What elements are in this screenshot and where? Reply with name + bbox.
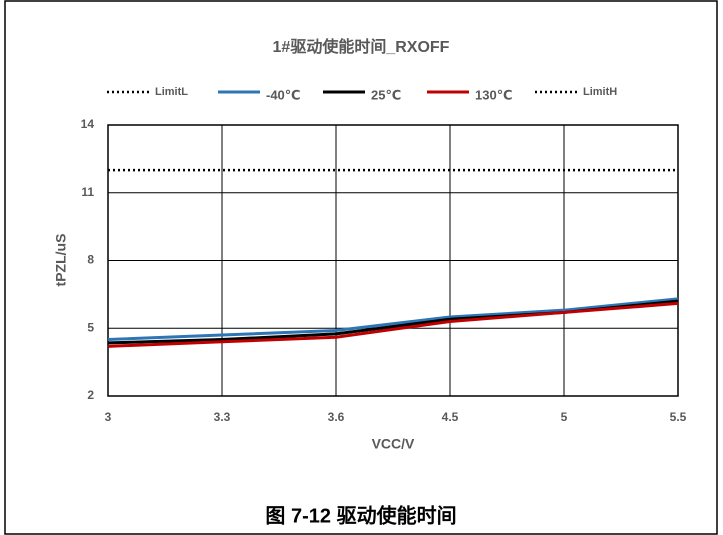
chart-title: 1#驱动使能时间_RXOFF — [273, 37, 450, 56]
legend-label: LimitH — [583, 86, 617, 98]
x-tick-label: 3.3 — [214, 410, 231, 424]
legend-label: -40℃ — [266, 87, 301, 102]
y-tick-label: 14 — [81, 117, 95, 131]
x-axis-label: VCC/V — [372, 436, 415, 452]
series-line — [107, 297, 679, 342]
legend-label: 130℃ — [475, 87, 512, 102]
series-line — [107, 301, 679, 348]
x-tick-label: 3 — [105, 410, 112, 424]
y-tick-label: 11 — [81, 185, 94, 199]
x-tick-label: 4.5 — [442, 410, 459, 424]
y-axis-label: tPZL/uS — [53, 234, 69, 287]
plot-area — [107, 124, 679, 397]
y-tick-label: 2 — [87, 388, 94, 402]
caption: 图 7-12 驱动使能时间 — [265, 503, 456, 527]
y-tick-label: 8 — [87, 253, 94, 267]
legend-label: 25℃ — [371, 87, 401, 102]
x-tick-label: 5 — [561, 410, 568, 424]
x-tick-label: 5.5 — [670, 410, 687, 424]
frame — [4, 0, 718, 535]
y-tick-label: 5 — [87, 320, 94, 334]
x-tick-label: 3.6 — [328, 410, 345, 424]
legend-label: LimitL — [155, 86, 188, 98]
